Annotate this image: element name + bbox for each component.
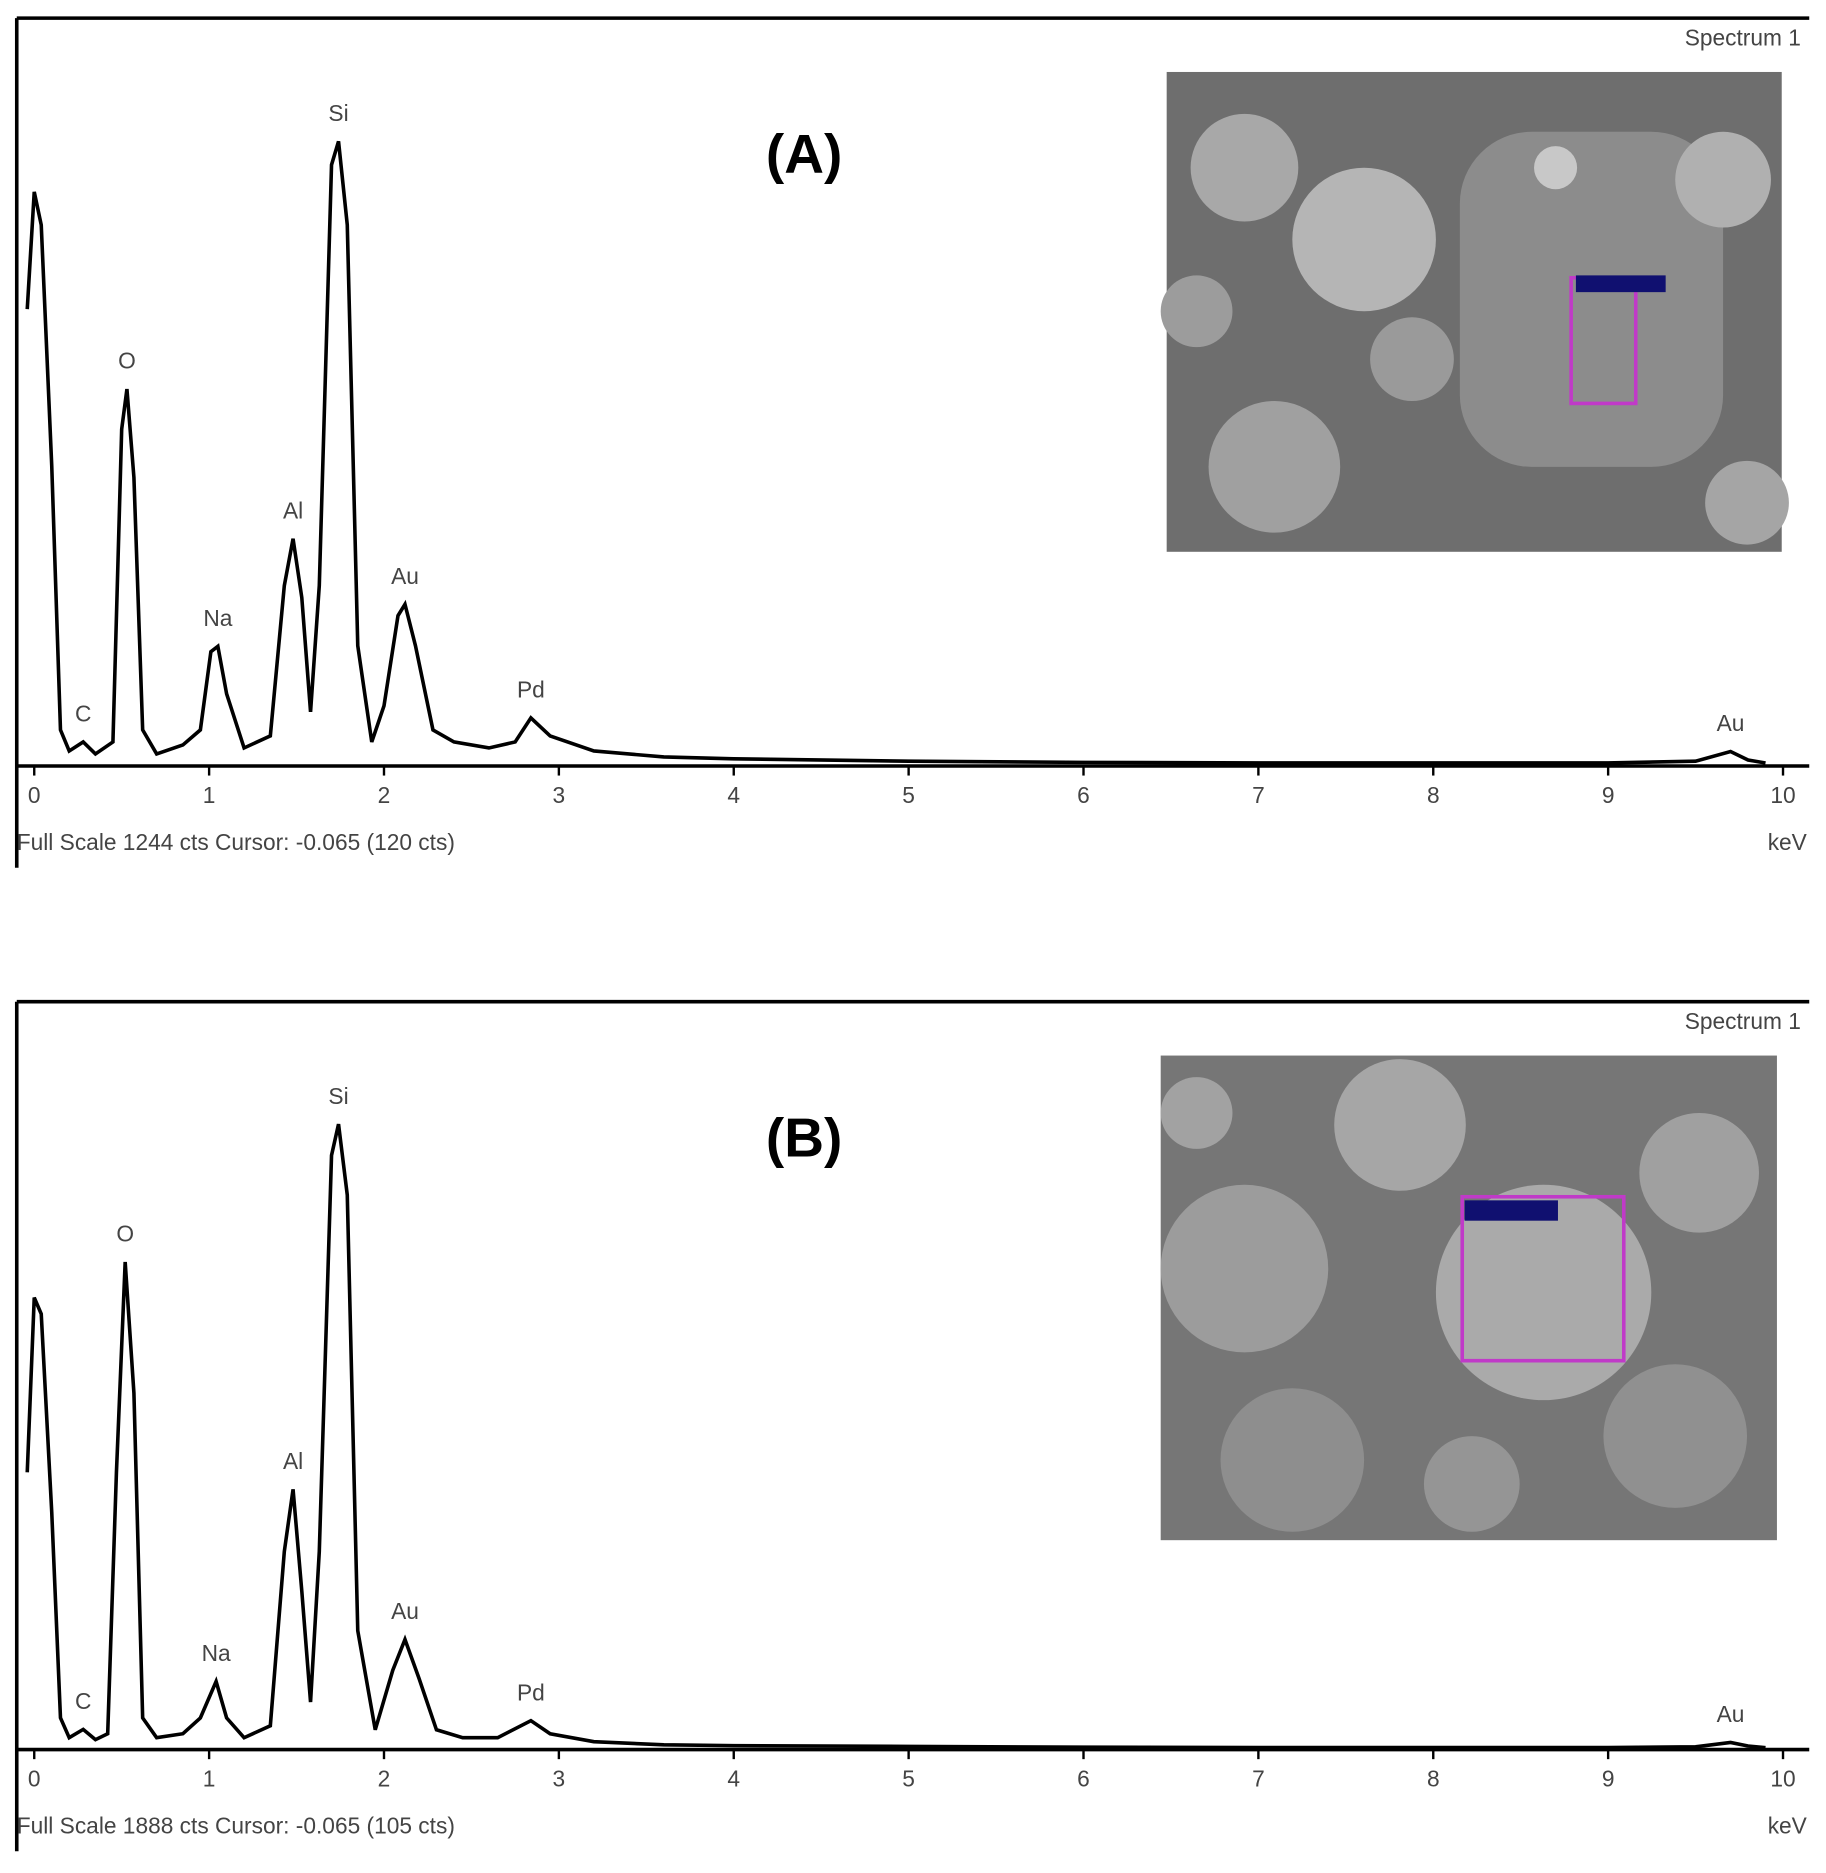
x-tick-label: 2 xyxy=(378,1766,391,1792)
sem-inset-b xyxy=(1160,1055,1777,1541)
peak-label: Au xyxy=(391,1598,419,1624)
x-tick-label: 10 xyxy=(1770,1766,1795,1792)
spectrum-line xyxy=(25,1123,1766,1750)
x-tick-label: 10 xyxy=(1770,782,1795,808)
peak-label: Al xyxy=(283,497,303,523)
spectrum-label: Spectrum 1 xyxy=(1685,25,1801,51)
x-tick-label: 1 xyxy=(203,782,216,808)
peak-label: Si xyxy=(328,1083,348,1109)
peak-label: Si xyxy=(328,100,348,126)
peak-label: Pd xyxy=(517,1679,545,1705)
panel-label: (A) xyxy=(766,123,842,185)
peak-label: O xyxy=(118,348,136,374)
x-tick-label: 5 xyxy=(902,1766,915,1792)
x-axis-label: keV xyxy=(1768,1812,1808,1838)
peak-label: C xyxy=(75,701,91,727)
spectrum-line xyxy=(25,140,1766,765)
peak-label: C xyxy=(75,1688,91,1714)
footer-text: Full Scale 1888 cts Cursor: -0.065 (105 … xyxy=(17,1812,455,1838)
x-tick-label: 4 xyxy=(727,782,740,808)
peak-label: Au xyxy=(391,563,419,589)
x-tick-label: 7 xyxy=(1252,782,1265,808)
x-tick-label: 2 xyxy=(378,782,391,808)
x-tick-label: 5 xyxy=(902,782,915,808)
peak-label: Au xyxy=(1717,710,1745,736)
x-tick-label: 8 xyxy=(1427,1766,1440,1792)
peak-label: Na xyxy=(202,1640,231,1666)
x-tick-label: 8 xyxy=(1427,782,1440,808)
x-tick-label: 6 xyxy=(1077,1766,1090,1792)
x-tick-label: 1 xyxy=(203,1766,216,1792)
panel-label: (B) xyxy=(766,1106,842,1168)
footer-text: Full Scale 1244 cts Cursor: -0.065 (120 … xyxy=(17,829,455,855)
x-tick-label: 0 xyxy=(28,782,41,808)
peak-label: Na xyxy=(203,605,232,631)
spectrum-label: Spectrum 1 xyxy=(1685,1008,1801,1034)
sem-inset-a xyxy=(1160,71,1789,552)
x-axis-label: keV xyxy=(1768,829,1808,855)
x-tick-label: 4 xyxy=(727,1766,740,1792)
x-tick-label: 6 xyxy=(1077,782,1090,808)
peak-label: Pd xyxy=(517,677,545,703)
x-tick-label: 3 xyxy=(553,1766,566,1792)
x-tick-label: 7 xyxy=(1252,1766,1265,1792)
x-tick-label: 9 xyxy=(1602,1766,1615,1792)
x-tick-label: 3 xyxy=(553,782,566,808)
peak-label: O xyxy=(116,1221,134,1247)
x-tick-label: 0 xyxy=(28,1766,41,1792)
peak-label: Au xyxy=(1717,1701,1745,1727)
peak-label: Al xyxy=(283,1448,303,1474)
x-tick-label: 9 xyxy=(1602,782,1615,808)
